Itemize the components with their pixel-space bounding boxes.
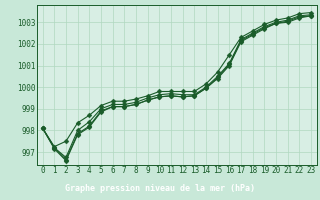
Text: Graphe pression niveau de la mer (hPa): Graphe pression niveau de la mer (hPa) xyxy=(65,184,255,193)
